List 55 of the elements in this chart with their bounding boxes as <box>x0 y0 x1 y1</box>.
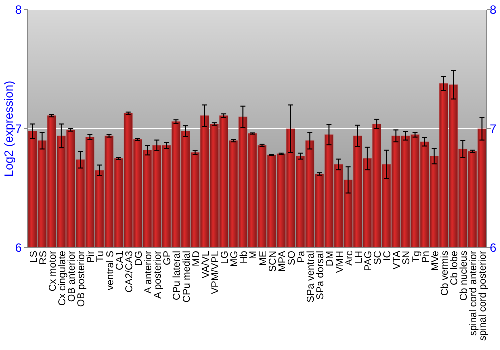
x-tick-label: PAG <box>363 250 374 272</box>
y-tick-label: 8 <box>15 3 22 18</box>
y-axis-title: Log2 (expression) <box>2 80 16 178</box>
x-tick-label: Pir <box>86 250 98 264</box>
x-tick-label: MG <box>230 250 241 268</box>
x-tick-label: LG <box>220 250 232 264</box>
x-tick-label: SPa dorsal <box>316 251 327 300</box>
x-tick-label: CPu medial <box>182 251 193 303</box>
x-tick-label: A anterior <box>144 250 155 294</box>
y-tick-label: 7 <box>15 122 22 136</box>
x-tick-label: Cx cingulate <box>57 250 68 306</box>
x-tick-label: CA2/CA3 <box>124 250 136 293</box>
x-tick-label: GP <box>162 250 174 266</box>
x-tick-label: LS <box>28 250 40 264</box>
x-tick-label: Cx motor <box>48 250 59 292</box>
x-tick-label: MVe <box>430 250 442 272</box>
x-tick-label: ME <box>258 250 270 266</box>
x-tick-label: SO <box>286 250 298 266</box>
x-tick-label: Hb <box>239 250 250 264</box>
x-tick-label: spinal cord anterior <box>468 250 480 336</box>
x-tick-label: M <box>248 251 260 260</box>
x-tick-label: RS <box>38 250 50 265</box>
y-tick-label: 6 <box>15 241 22 256</box>
x-tick-label: Cb lobe <box>450 250 461 286</box>
x-tick-label: CPu lateral <box>172 251 184 300</box>
y2-tick-label: 7 <box>490 122 497 136</box>
x-tick-label: MD <box>191 251 202 267</box>
y2-tick-label: 8 <box>490 3 497 18</box>
x-tick-label: LH <box>354 251 365 264</box>
x-tick-label: VTA <box>392 250 404 270</box>
x-tick-label: SC <box>373 251 384 265</box>
x-tick-label: OB anterior <box>67 250 78 302</box>
x-tick-label: DM <box>325 251 336 267</box>
x-tick-label: DG <box>134 250 145 266</box>
x-tick-label: Arc <box>344 251 356 266</box>
x-tick-label: MPA <box>277 250 288 272</box>
x-tick-label: spinal cord posterior <box>478 250 490 342</box>
x-tick-label: SCN <box>268 251 279 272</box>
x-tick-label: VA/VL <box>200 250 212 279</box>
x-tick-label: VPM/VPL <box>210 250 222 294</box>
x-tick-label: ventral S <box>105 250 116 290</box>
x-tick-label: OB posterior <box>76 250 88 308</box>
x-tick-label: A posterior <box>153 250 164 299</box>
x-tick-label: Pn <box>420 251 432 264</box>
x-tick-label: VMH <box>334 251 346 274</box>
y2-tick-label: 6 <box>490 241 497 256</box>
x-tick-label: SPa ventral <box>306 251 318 303</box>
x-tick-label: Tu <box>96 251 107 262</box>
x-tick-label: Cb vermis <box>440 251 451 296</box>
x-tick-label: Cb nucleus <box>459 251 470 302</box>
x-tick-label: CA1 <box>114 250 126 270</box>
x-tick-label: Pa <box>296 250 308 264</box>
x-tick-label: IC <box>382 251 394 261</box>
x-tick-label: SN <box>402 251 413 265</box>
x-tick-label: Tg <box>411 251 422 263</box>
